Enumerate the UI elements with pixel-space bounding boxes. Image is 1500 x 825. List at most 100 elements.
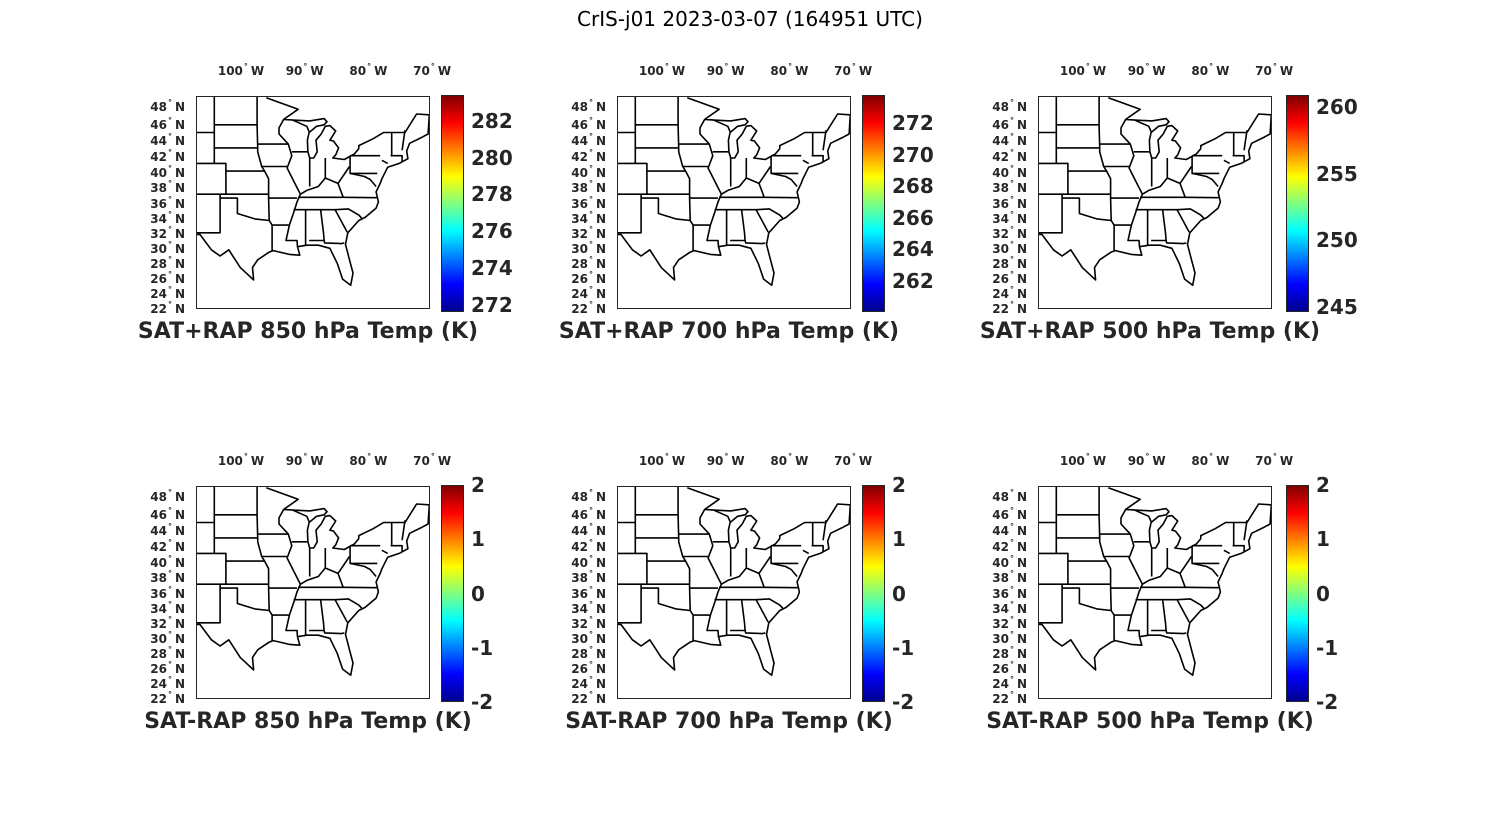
boundary-line (618, 194, 642, 234)
lat-hemisphere: N (1016, 540, 1027, 555)
boundary-line (381, 549, 389, 555)
lat-hemisphere: N (1016, 662, 1027, 677)
lat-value: 34 (992, 602, 1009, 617)
lon-value: 100 (638, 454, 664, 468)
panel-title: SAT+RAP 700 hPa Temp (K) (558, 319, 900, 344)
lat-tick-label: 42° N (571, 148, 606, 164)
lat-hemisphere: N (1016, 165, 1027, 180)
colorbar (1286, 95, 1309, 312)
lon-tick-label: 90° W (285, 62, 324, 78)
lat-hemisphere: N (595, 257, 606, 272)
lat-hemisphere: N (174, 165, 185, 180)
degree-symbol: ° (588, 645, 593, 655)
lon-value: 70 (1255, 64, 1272, 78)
lat-value: 38 (571, 571, 588, 586)
lat-hemisphere: N (595, 165, 606, 180)
lon-tick-label: 70° W (1255, 452, 1293, 468)
lat-value: 46 (150, 507, 167, 522)
boundary-line (714, 598, 784, 609)
lat-tick-label: 24° N (571, 675, 606, 692)
lat-hemisphere: N (174, 196, 185, 211)
lat-value: 42 (992, 150, 1009, 165)
lon-value: 80 (1191, 64, 1209, 78)
lat-tick-label: 48° N (992, 98, 1027, 114)
lat-value: 34 (150, 212, 167, 227)
degree-symbol: ° (588, 675, 593, 685)
lat-hemisphere: N (595, 677, 606, 692)
boundary-line (292, 119, 310, 133)
boundary-line (1120, 509, 1144, 637)
lat-hemisphere: N (174, 647, 185, 662)
colorbar-tick-label: -2 (471, 690, 494, 714)
lon-tick-label: 100° W (638, 452, 686, 468)
lat-tick-label: 44° N (571, 132, 606, 148)
lat-tick-label: 30° N (992, 630, 1027, 647)
lat-hemisphere: N (174, 150, 185, 165)
boundary-line (677, 97, 694, 251)
lat-value: 30 (992, 632, 1009, 647)
boundary-line (293, 208, 363, 219)
lat-value: 32 (150, 227, 167, 242)
boundary-line (730, 629, 766, 635)
boundary-line (1039, 552, 1069, 585)
lat-value: 48 (992, 100, 1009, 114)
degree-symbol: ° (588, 163, 593, 173)
colorbar-tick-label: 272 (471, 292, 513, 317)
lon-value: 80 (349, 454, 367, 468)
degree-symbol: ° (1209, 62, 1214, 71)
lon-tick-label: 100° W (218, 452, 264, 468)
lat-hemisphere: N (174, 524, 185, 539)
degree-symbol: ° (1009, 660, 1014, 670)
lon-hemisphere: W (858, 454, 873, 468)
colorbar-tick-label: 255 (1316, 161, 1358, 186)
lat-tick-label: 30° N (571, 630, 606, 646)
lat-hemisphere: N (595, 571, 606, 586)
lon-value: 70 (834, 454, 851, 468)
degree-symbol: ° (588, 98, 593, 107)
degree-symbol: ° (167, 645, 172, 655)
boundary-line (811, 544, 824, 552)
degree-symbol: ° (588, 505, 593, 515)
lon-hemisphere: W (671, 64, 686, 78)
degree-symbol: ° (1009, 600, 1014, 610)
boundary-line (299, 166, 351, 195)
lat-hemisphere: N (1016, 100, 1027, 114)
boundary-line (278, 119, 302, 247)
degree-symbol: ° (1009, 194, 1014, 204)
degree-symbol: ° (430, 452, 435, 461)
lat-tick-label: 28° N (150, 255, 185, 271)
lon-hemisphere: W (1216, 454, 1230, 468)
lat-tick-label: 32° N (571, 615, 606, 631)
colorbar-tick-label: -2 (1316, 690, 1339, 714)
lat-hemisphere: N (174, 617, 185, 632)
lat-tick-label: 32° N (571, 225, 606, 241)
lon-value: 90 (285, 64, 303, 78)
boundary-line (699, 509, 723, 637)
lat-value: 48 (992, 490, 1009, 504)
lat-hemisphere: N (1016, 257, 1027, 272)
colorbar-tick-label: 0 (1316, 581, 1330, 606)
degree-symbol: ° (167, 553, 172, 563)
lat-tick-label: 36° N (992, 585, 1027, 601)
lat-tick-label: 36° N (150, 195, 185, 211)
degree-symbol: ° (167, 270, 172, 280)
lon-hemisphere: W (671, 454, 686, 468)
lat-value: 32 (992, 227, 1009, 242)
boundary-line (334, 209, 348, 233)
degree-symbol: ° (367, 62, 372, 71)
boundary-line (1151, 239, 1187, 245)
degree-symbol: ° (1009, 163, 1014, 173)
degree-symbol: ° (167, 569, 172, 579)
lat-hemisphere: N (1016, 524, 1027, 539)
lat-hemisphere: N (174, 227, 185, 242)
conus-map (617, 486, 851, 699)
degree-symbol: ° (1009, 553, 1014, 563)
lat-value: 22 (992, 302, 1009, 316)
degree-symbol: ° (664, 452, 669, 461)
degree-symbol: ° (588, 569, 593, 579)
boundary-line (677, 487, 694, 641)
lat-value: 48 (571, 100, 588, 114)
lon-tick-label: 80° W (770, 452, 808, 468)
lat-tick-label: 28° N (992, 645, 1027, 661)
lat-tick-label: 42° N (992, 148, 1027, 165)
